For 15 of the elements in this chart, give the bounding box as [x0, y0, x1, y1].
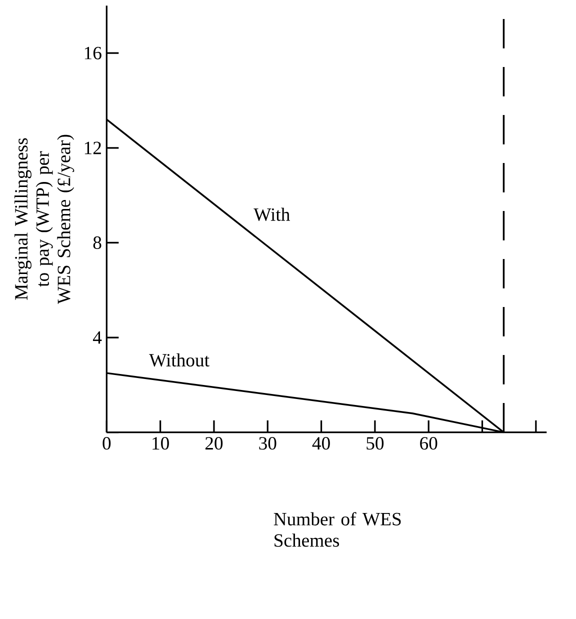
y-axis-title: Marginal Willingness to pay (WTP) per WES Scheme (£/year): [14, 134, 74, 304]
y-tick-label: 8: [93, 236, 102, 250]
x-tick-label: 10: [152, 437, 169, 450]
x-tick-label: 20: [205, 437, 223, 450]
y-tick-label: 12: [84, 142, 101, 154]
x-tick-label: 50: [366, 437, 384, 450]
x-axis-title: Number of WES Schemes: [274, 512, 401, 547]
x-tick-label: 40: [312, 437, 330, 450]
x-tick-label: 30: [259, 437, 276, 450]
x-tick-label: 60: [420, 437, 438, 450]
x-tick-label: 0: [102, 437, 111, 450]
series-label: With: [254, 208, 290, 221]
y-tick-label: 4: [92, 331, 102, 344]
series-label: Without: [149, 353, 210, 367]
y-tick-label: 16: [84, 46, 102, 60]
